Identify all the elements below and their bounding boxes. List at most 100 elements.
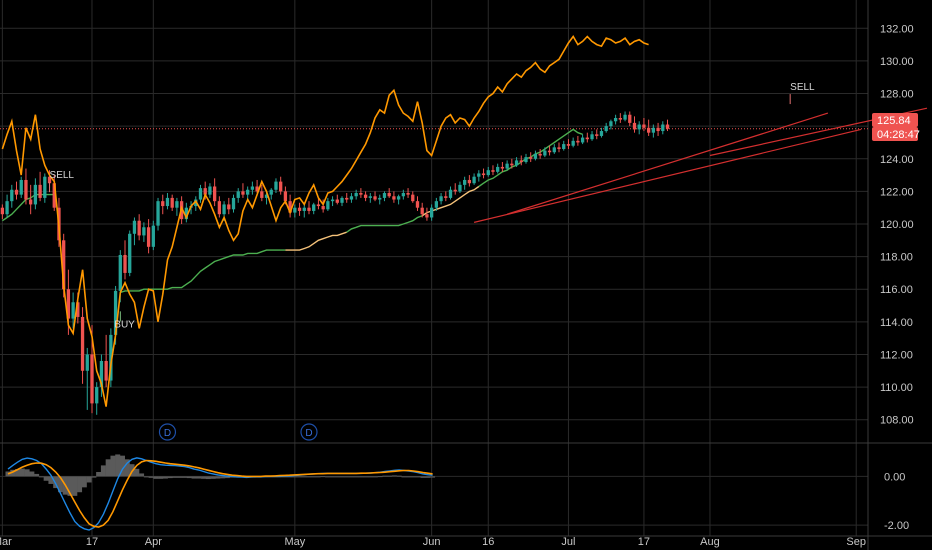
candle-body [156,201,160,226]
candle-body [439,196,443,202]
countdown-text: 04:28:47 [877,129,920,141]
signal-line [7,459,433,528]
candle-body [646,127,651,133]
candle-body [599,131,604,136]
candle-body [453,189,457,192]
macd-histogram-bar [339,476,345,478]
x-tick-label: Aug [700,536,720,548]
macd-histogram-bar [391,475,397,477]
candle-body [326,201,330,210]
candle-body [656,127,660,132]
y-tick-label: 130.00 [880,56,914,68]
macd-histogram-bar [334,476,340,478]
candle-body [477,173,481,177]
candle-body [29,199,33,205]
candle-body [279,181,283,192]
candle-body [250,186,255,190]
candle-body [340,197,344,203]
candle-body [538,153,542,156]
macd-histogram-bar [420,476,426,478]
last-price-badge [872,113,918,127]
macd-histogram-bar [115,454,121,477]
candle-body [519,160,523,163]
candle-body [231,197,236,210]
candle-body [132,220,137,234]
candle-body [382,193,387,198]
candle-body [472,176,476,184]
macd-histogram-bar [430,476,436,478]
macd-histogram-bar [167,476,173,479]
macd-histogram-bar [377,476,383,478]
candle-body [481,173,486,176]
candle-body [255,186,259,192]
candle-body [85,354,89,371]
macd-histogram-bar [34,473,40,477]
candle-body [66,289,71,319]
candle-body [62,240,66,290]
candle-body [297,207,302,211]
macd-histogram-bar [96,471,102,477]
y-tick-label: 122.00 [880,186,914,198]
candle-body [345,197,349,200]
candle-body [547,150,552,153]
x-tick-label: Apr [145,536,162,548]
macd-pane[interactable] [5,454,436,531]
macd-y-tick-label: -2.00 [884,520,909,532]
candle-body [43,176,47,198]
macd-histogram-bar [43,476,49,481]
macd-histogram-bar [5,471,11,477]
macd-histogram-bar [119,455,125,477]
candle-body [637,124,641,130]
candle-body [661,124,665,132]
candle-body [208,186,212,195]
macd-histogram-bar [425,476,431,478]
y-tick-label: 124.00 [880,154,914,166]
candle-body [95,387,99,404]
candle-body [14,189,19,195]
candle-body [401,193,405,197]
candle-body [80,316,85,371]
price-pane[interactable]: SELL BUY SELL D D [0,35,928,441]
sell-signal-label: SELL [790,82,815,93]
candle-body [321,206,325,210]
macd-histogram-bar [110,455,116,477]
candle-body [307,207,311,211]
last-price-label: 125.84 04:28:47 [872,113,920,141]
macd-histogram-bar [162,476,168,479]
candle-body [642,124,646,128]
candle-body [142,227,146,236]
candle-body [411,194,415,202]
candle-body [613,118,618,122]
candle-body [212,186,217,202]
candle-body [260,191,264,198]
candle-body [52,183,56,208]
y-tick-label: 110.00 [880,382,913,394]
macd-histogram-bar [353,476,359,478]
candle-body [496,166,500,172]
x-tick-label: 17 [86,536,98,548]
candle-body [76,302,80,317]
candle-body [71,302,75,319]
candle-body [47,176,52,184]
y-tick-label: 112.00 [880,349,913,361]
candle-body [566,144,571,146]
macd-histogram-bar [158,476,164,479]
candle-body [373,196,377,200]
countdown-badge [872,127,918,141]
candle-body [363,194,368,198]
y-tick-label: 132.00 [880,23,914,35]
candle-body [316,204,321,207]
macd-histogram-bar [325,476,331,478]
candle-body [434,201,439,208]
x-tick-label: Sep [846,536,866,548]
dividend-marker-label: D [164,428,171,439]
candle-body [467,179,472,184]
macd-histogram-bar [38,476,44,478]
macd-histogram-bar [105,459,111,477]
candle-body [444,196,448,198]
candle-body [543,150,547,156]
macd-histogram-bar [153,476,159,479]
macd-histogram-bar [15,469,21,477]
candle-body [222,204,226,215]
